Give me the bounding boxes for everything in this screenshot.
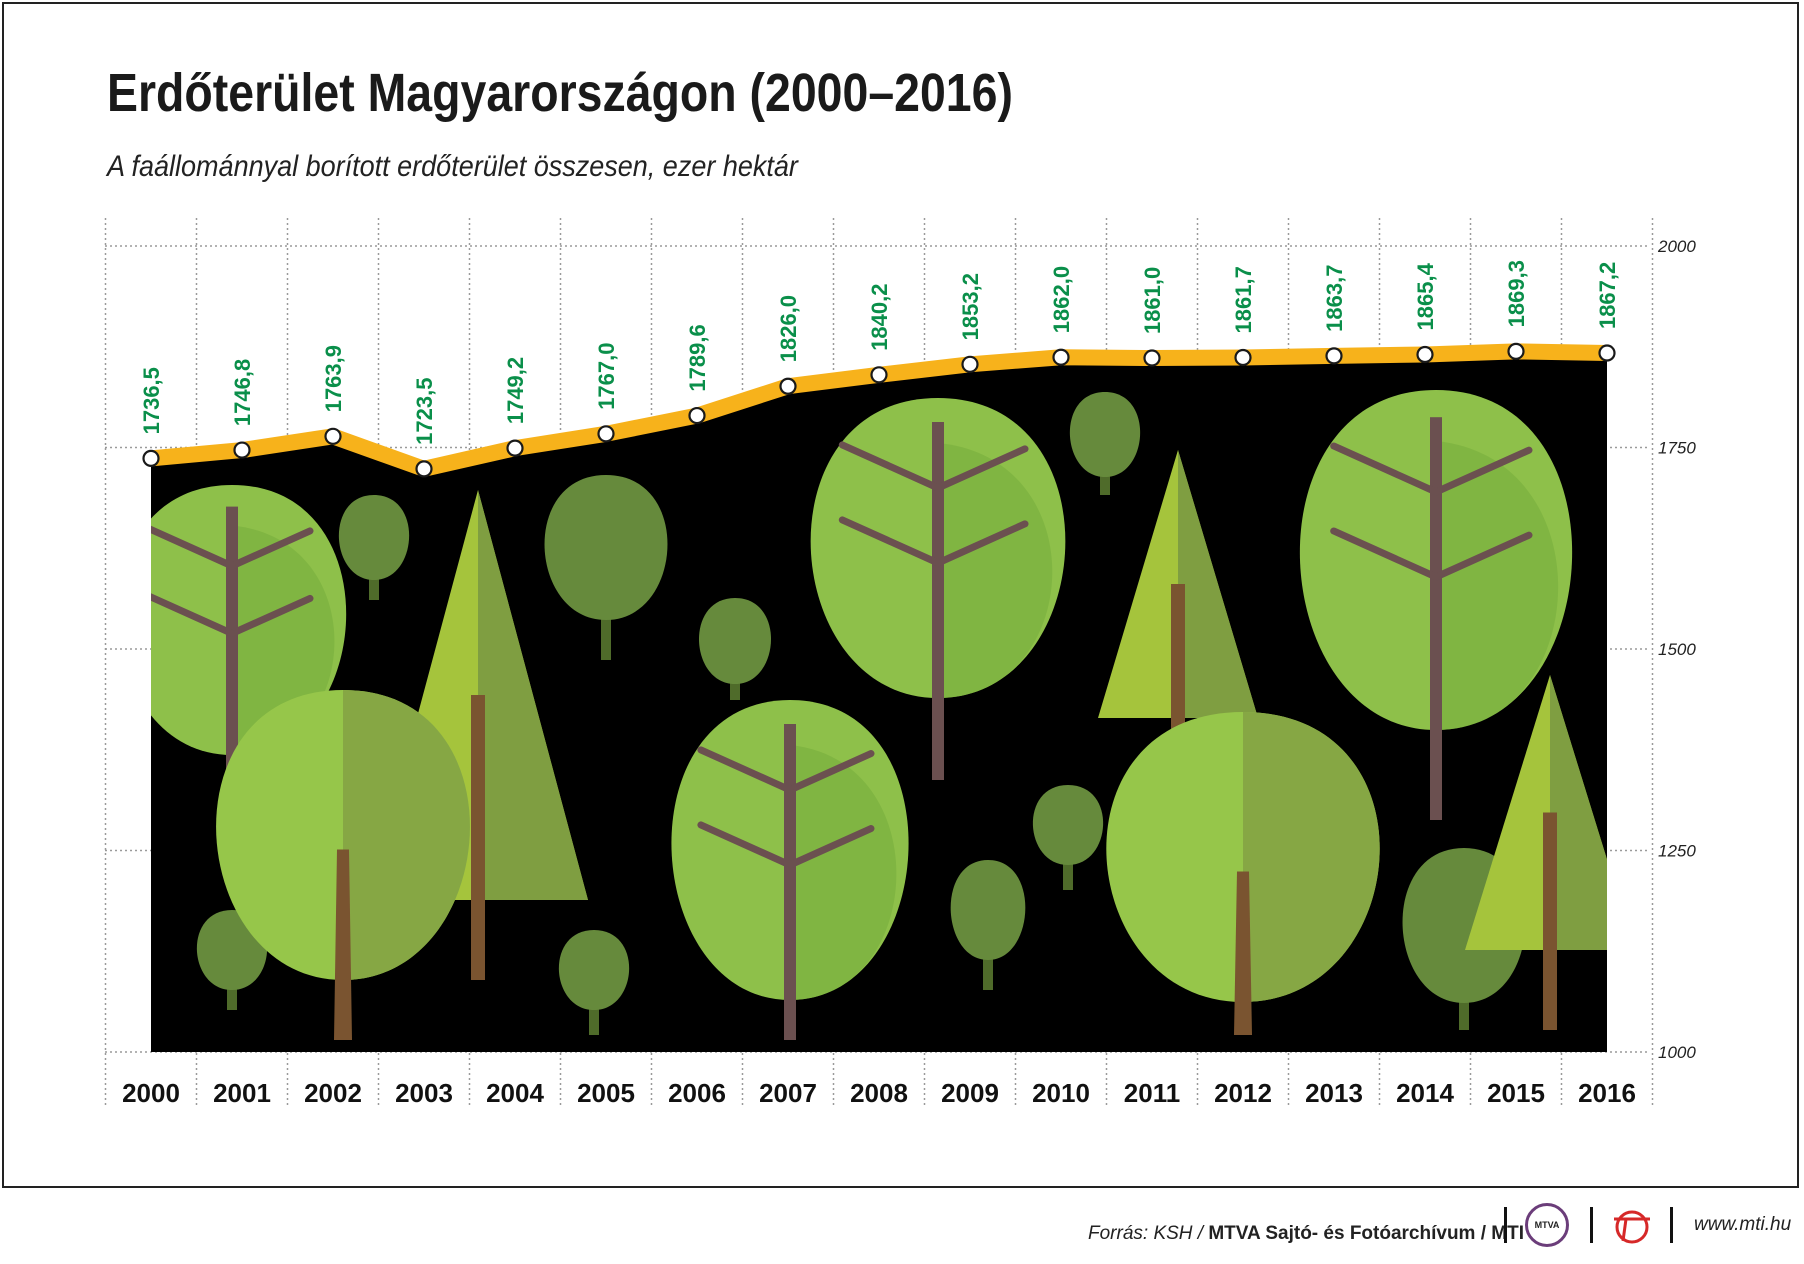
y-tick-label: 1000 — [1658, 1043, 1696, 1062]
data-point — [1052, 348, 1070, 366]
source-agency: MTVA Sajtó- és Fotóarchívum / MTI — [1208, 1223, 1524, 1244]
source-prefix: Forrás: KSH / — [1088, 1223, 1204, 1244]
deciduous-tree-icon — [810, 398, 1066, 780]
data-point — [142, 449, 160, 467]
deciduous-tree-icon — [671, 700, 909, 1040]
x-tick-label: 2014 — [1396, 1078, 1454, 1108]
data-point — [870, 366, 888, 384]
data-label: 1861,7 — [1231, 266, 1256, 333]
data-label: 1863,7 — [1322, 265, 1347, 332]
website-url: www.mti.hu — [1694, 1214, 1792, 1235]
data-label: 1840,2 — [867, 284, 892, 351]
deciduous-tree-icon — [544, 475, 668, 660]
bush-tree-icon — [216, 690, 470, 1040]
data-point — [506, 439, 524, 457]
data-point — [233, 441, 251, 459]
data-point — [1416, 345, 1434, 364]
data-label: 1853,2 — [958, 273, 983, 340]
data-point — [1598, 344, 1616, 362]
data-point — [1325, 347, 1343, 365]
deciduous-tree-icon — [950, 860, 1026, 990]
separator — [1670, 1207, 1673, 1243]
source-credit: Forrás: KSH / MTVA Sajtó- és Fotóarchívu… — [1088, 1214, 1524, 1254]
x-tick-label: 2015 — [1487, 1078, 1545, 1108]
x-tick-label: 2000 — [122, 1078, 180, 1108]
data-label: 1865,4 — [1413, 262, 1438, 330]
data-label: 1723,5 — [412, 378, 437, 445]
data-label: 1763,9 — [321, 345, 346, 412]
data-point — [1507, 342, 1525, 360]
x-tick-label: 2013 — [1305, 1078, 1363, 1108]
y-axis: 2000 1750 1500 1250 1000 — [1657, 237, 1696, 1062]
data-point — [1143, 349, 1161, 367]
forest-area-chart: 1736,5 1746,8 1763,9 1723,5 1749,2 1767,0 1789… — [104, 218, 1696, 1108]
data-point — [688, 406, 706, 425]
x-tick-label: 2007 — [759, 1078, 817, 1108]
data-label: 1826,0 — [776, 295, 801, 362]
deciduous-tree-icon — [1299, 390, 1573, 820]
y-tick-label: 1500 — [1658, 640, 1696, 659]
chart-subtitle: A faállománnyal borított erdőterület öss… — [107, 150, 798, 183]
tree-illustrations — [151, 390, 1607, 1040]
x-tick-label: 2012 — [1214, 1078, 1272, 1108]
x-tick-label: 2004 — [486, 1078, 544, 1108]
x-tick-label: 2003 — [395, 1078, 453, 1108]
deciduous-tree-icon — [1069, 392, 1141, 495]
data-label: 1746,8 — [230, 359, 255, 426]
conifer-tree-icon — [1465, 675, 1607, 1030]
deciduous-tree-icon — [698, 598, 772, 700]
x-tick-label: 2009 — [941, 1078, 999, 1108]
bush-tree-icon — [1106, 712, 1380, 1035]
x-tick-label: 2001 — [213, 1078, 271, 1108]
x-tick-label: 2010 — [1032, 1078, 1090, 1108]
x-tick-label: 2005 — [577, 1078, 635, 1108]
mtva-logo-icon: MTVA — [1525, 1203, 1569, 1247]
x-tick-label: 2016 — [1578, 1078, 1636, 1108]
y-tick-label: 1750 — [1658, 439, 1696, 458]
x-tick-label: 2006 — [668, 1078, 726, 1108]
data-point — [961, 355, 979, 373]
separator — [1504, 1207, 1507, 1243]
x-tick-label: 2008 — [850, 1078, 908, 1108]
data-label: 1862,0 — [1049, 266, 1074, 333]
deciduous-tree-icon — [1032, 785, 1104, 890]
data-label: 1749,2 — [503, 357, 528, 424]
y-tick-label: 2000 — [1657, 237, 1696, 256]
data-label: 1736,5 — [139, 367, 164, 434]
data-point — [324, 427, 342, 445]
data-label: 1861,0 — [1140, 267, 1165, 334]
separator — [1590, 1207, 1593, 1243]
data-label: 1867,2 — [1595, 262, 1620, 329]
x-axis: 2000 2001 2002 2003 2004 2005 2006 2007 2008 2009… — [122, 1078, 1636, 1108]
x-tick-label: 2002 — [304, 1078, 362, 1108]
data-point — [1234, 348, 1252, 367]
deciduous-tree-icon — [338, 495, 410, 600]
data-point — [597, 425, 615, 443]
x-tick-label: 2011 — [1124, 1078, 1180, 1108]
data-label: 1789,6 — [685, 324, 710, 391]
chart-title: Erdőterület Magyarországon (2000–2016) — [107, 63, 1013, 123]
data-point — [779, 377, 797, 395]
data-label: 1767,0 — [594, 343, 619, 410]
y-tick-label: 1250 — [1658, 842, 1696, 861]
deciduous-tree-icon — [558, 930, 630, 1035]
data-label: 1869,3 — [1504, 260, 1529, 327]
mtva-logo-text: MTVA — [1534, 1220, 1560, 1230]
mti-logo-icon — [1614, 1210, 1650, 1244]
series-line: 1736,5 1746,8 1763,9 1723,5 1749,2 1767,0 1789… — [139, 260, 1620, 478]
data-point — [415, 460, 433, 478]
frame — [2, 2, 1799, 1188]
